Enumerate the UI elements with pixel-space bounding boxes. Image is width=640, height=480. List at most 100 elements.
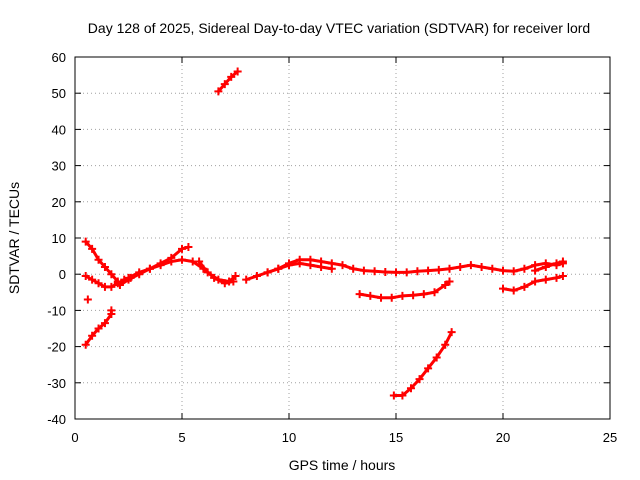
series-arc-9: [242, 255, 567, 284]
data-point: [88, 331, 97, 340]
data-point: [392, 268, 400, 277]
data-point: [409, 291, 418, 300]
data-markers: [81, 67, 567, 400]
series-trace: [244, 258, 565, 282]
y-tick-label: 50: [52, 86, 66, 101]
data-point: [445, 264, 454, 273]
data-point: [531, 266, 540, 275]
data-point: [466, 261, 475, 270]
data-point: [225, 277, 234, 286]
y-tick-label: -30: [47, 376, 66, 391]
y-tick-label: 20: [52, 195, 66, 210]
data-point: [115, 281, 124, 290]
data-point: [81, 272, 90, 281]
series-trace: [84, 240, 120, 283]
y-axis-label: SDTVAR / TECUs: [6, 182, 22, 294]
grid-lines: [75, 57, 610, 419]
data-point: [499, 266, 507, 275]
data-point: [263, 268, 272, 277]
data-point: [434, 265, 443, 274]
data-point: [415, 375, 424, 384]
data-point: [552, 259, 561, 268]
data-point: [274, 264, 283, 273]
data-point: [145, 264, 154, 273]
data-point: [184, 243, 193, 252]
data-point: [107, 282, 116, 291]
data-point: [306, 261, 315, 270]
data-point: [430, 288, 439, 297]
data-point: [381, 268, 390, 277]
data-point: [406, 384, 415, 393]
series-arc-7: [195, 257, 240, 286]
y-tick-label: 40: [52, 122, 66, 137]
data-point: [456, 262, 465, 271]
data-point: [441, 340, 450, 349]
data-point: [509, 267, 518, 276]
data-point: [107, 306, 116, 315]
data-point: [178, 244, 186, 253]
series-arc-3: [83, 295, 92, 304]
series-trace: [216, 69, 240, 93]
data-point: [402, 268, 411, 277]
data-point: [178, 255, 186, 264]
y-tick-label: -20: [47, 340, 66, 355]
data-point: [214, 87, 223, 96]
data-point: [398, 291, 407, 300]
series-arc-6: [124, 255, 238, 288]
data-point: [214, 275, 223, 284]
data-point: [424, 266, 433, 275]
chart-title: Day 128 of 2025, Sidereal Day-to-day VTE…: [88, 20, 590, 36]
data-point: [389, 391, 398, 400]
data-point: [349, 264, 358, 273]
data-point: [447, 328, 456, 337]
data-point: [242, 275, 251, 284]
data-point: [195, 257, 204, 266]
data-point: [387, 293, 396, 302]
data-point: [231, 272, 240, 281]
x-axis-label: GPS time / hours: [289, 457, 396, 473]
data-point: [81, 340, 90, 349]
data-point: [227, 72, 236, 81]
data-point: [94, 279, 103, 288]
data-point: [285, 261, 293, 270]
data-point: [558, 257, 567, 266]
data-point: [338, 261, 347, 270]
x-tick-label: 15: [389, 430, 403, 445]
data-point: [552, 273, 561, 282]
series-arc-10: [263, 259, 336, 277]
data-point: [220, 80, 229, 89]
data-point: [509, 286, 518, 295]
series-trace: [392, 330, 454, 397]
data-point: [441, 281, 450, 290]
data-point: [377, 293, 386, 302]
data-point: [88, 244, 97, 253]
data-point: [531, 277, 540, 286]
data-point: [366, 291, 375, 300]
axis-ticks: 0 5 10 15 20 25 -40 -30 -20 -10 0 10 20 30 40 50 60: [47, 50, 617, 445]
data-point: [88, 275, 97, 284]
series-arc-13: [499, 272, 567, 295]
y-tick-label: 0: [59, 267, 66, 282]
data-point: [100, 262, 109, 271]
data-point: [558, 272, 567, 281]
x-tick-label: 5: [178, 430, 185, 445]
series-arc-11: [355, 277, 454, 302]
data-point: [83, 295, 92, 304]
data-point: [124, 273, 133, 282]
data-point: [94, 324, 103, 333]
x-tick-label: 0: [71, 430, 78, 445]
series-trace: [358, 279, 451, 300]
data-point: [488, 264, 497, 273]
x-tick-label: 10: [282, 430, 296, 445]
y-tick-label: -10: [47, 303, 66, 318]
data-point: [413, 267, 422, 276]
data-point: [100, 319, 109, 328]
y-tick-label: 10: [52, 231, 66, 246]
y-tick-label: 30: [52, 159, 66, 174]
data-point: [541, 262, 550, 271]
data-point: [107, 270, 116, 279]
data-point: [520, 264, 529, 273]
series-arc-14: [531, 257, 567, 275]
data-point: [359, 266, 368, 275]
